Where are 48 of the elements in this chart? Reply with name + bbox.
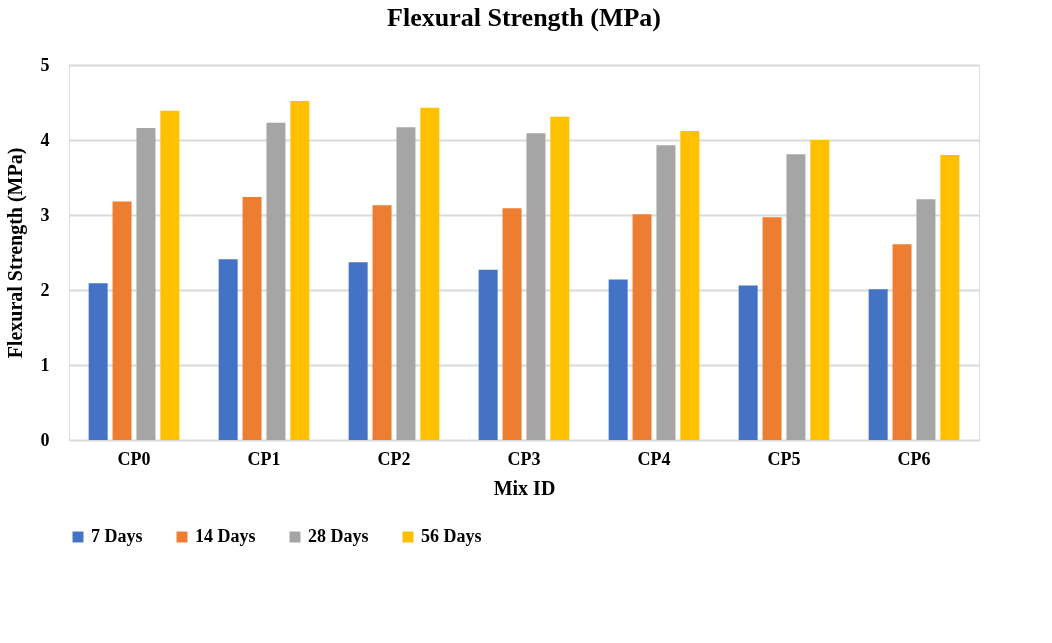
bar [242, 197, 262, 440]
bar [656, 145, 676, 440]
bar [136, 128, 156, 440]
legend-label: 7 Days [91, 526, 143, 546]
x-axis-title: Mix ID [493, 476, 556, 499]
y-axis-title: Flexural Strength (MPa) [3, 147, 27, 359]
bar [160, 110, 180, 440]
x-tick-label: CP6 [897, 448, 931, 469]
x-tick-label: CP4 [637, 448, 671, 469]
bar [88, 283, 108, 440]
bar [396, 127, 416, 440]
x-tick-label: CP1 [247, 448, 281, 469]
legend-label: 14 Days [195, 526, 256, 546]
y-tick-label: 3 [40, 204, 50, 225]
chart-title: Flexural Strength (MPa) [387, 3, 661, 32]
x-tick-label: CP3 [507, 448, 541, 469]
bar [680, 131, 700, 440]
bar [478, 269, 498, 440]
bar [608, 279, 628, 440]
y-tick-label: 0 [40, 429, 50, 450]
bar [372, 205, 392, 440]
x-tick-label: CP5 [767, 448, 801, 469]
x-tick-label: CP2 [377, 448, 411, 469]
bar [940, 155, 960, 440]
bar [892, 244, 912, 440]
bar [348, 262, 368, 440]
bar [526, 133, 546, 440]
bar [550, 116, 570, 440]
y-tick-label: 2 [40, 279, 50, 300]
bar [762, 217, 782, 440]
bar [290, 101, 310, 440]
bar [218, 259, 238, 440]
bar [810, 140, 830, 440]
bar [502, 208, 522, 440]
bar [266, 122, 286, 440]
y-tick-label: 5 [40, 54, 50, 75]
bar [868, 289, 888, 440]
legend-label: 56 Days [421, 526, 482, 546]
y-tick-label: 1 [40, 354, 50, 375]
bar [420, 107, 440, 440]
bar [112, 201, 132, 440]
bar [632, 214, 652, 440]
bar [738, 285, 758, 440]
bar [786, 154, 806, 440]
y-tick-label: 4 [40, 129, 50, 150]
bar [916, 199, 936, 440]
legend-label: 28 Days [308, 526, 369, 546]
x-tick-label: CP0 [117, 448, 151, 469]
